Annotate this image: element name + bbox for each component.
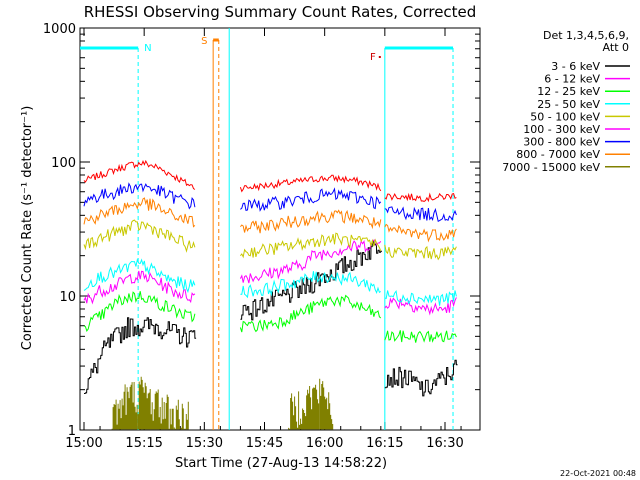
- series-line-300-800-kev-seg2: [240, 187, 382, 212]
- legend-label: 300 - 800 keV: [523, 136, 600, 149]
- x-axis-label: Start Time (27-Aug-13 14:58:22): [175, 456, 387, 471]
- series-line-800-7000-kev-seg1: [83, 197, 196, 228]
- x-tick-label: 16:00: [306, 436, 343, 451]
- x-tick-label: 15:45: [246, 436, 283, 451]
- series-line-top-seg1: [83, 159, 196, 190]
- x-tick-label: 16:15: [366, 436, 403, 451]
- y-tick-label: 1000: [43, 22, 76, 37]
- legend-label: 25 - 50 keV: [537, 98, 600, 111]
- series-line-300-800-kev-seg1: [83, 182, 196, 210]
- annotation-n: N: [144, 43, 151, 54]
- legend-label: 100 - 300 keV: [523, 123, 600, 136]
- footer-timestamp: 22-Oct-2021 00:48: [560, 469, 636, 478]
- y-tick-label: 100: [51, 156, 76, 171]
- series-line-7000-15000-kev-seg1: [111, 376, 189, 430]
- series-line-25-50-kev-seg1: [83, 258, 196, 294]
- legend-header: Det 1,3,4,5,6,9, Att 0: [543, 29, 629, 54]
- y-tick-label: 10: [59, 290, 76, 305]
- series-line-3-6-kev-seg3: [384, 359, 458, 397]
- x-tick-label: 15:00: [65, 436, 102, 451]
- plot-area: 15:00 15:15 15:30 15:45 16:00 16:15 16:30 1 10 10…: [43, 22, 481, 451]
- chart-title: RHESSI Observing Summary Count Rates, Co…: [84, 3, 477, 21]
- legend-label: 3 - 6 keV: [551, 60, 600, 73]
- legend-header-line-1: Det 1,3,4,5,6,9,: [543, 29, 629, 42]
- annotation-s: S: [201, 36, 207, 47]
- series-line-top-seg3: [384, 192, 457, 203]
- x-tick-label: 16:30: [426, 436, 463, 451]
- series-line-3-6-kev-seg1: [84, 317, 197, 394]
- x-tick-label: 15:15: [125, 436, 162, 451]
- legend-label: 800 - 7000 keV: [516, 148, 600, 161]
- series-line-6-12-kev-seg2: [239, 239, 382, 284]
- flare-marker: [378, 56, 381, 58]
- series-line-25-50-kev-seg2: [240, 271, 382, 299]
- series-line-top-seg2: [239, 174, 382, 193]
- legend-label: 12 - 25 keV: [537, 85, 600, 98]
- series-line-25-50-kev-seg3: [384, 289, 457, 306]
- series-line-800-7000-kev-seg3: [384, 223, 457, 243]
- plot-frame: [79, 27, 481, 431]
- legend-label: 6 - 12 keV: [544, 73, 600, 86]
- series-line-50-100-kev-seg3: [384, 244, 457, 261]
- legend-label: 7000 - 15000 keV: [502, 161, 600, 174]
- series-line-12-25-kev-seg2: [239, 294, 382, 333]
- y-tick-label: 1: [68, 424, 76, 439]
- series-line-6-12-kev-seg1: [83, 270, 196, 305]
- series-line-12-25-kev-seg3: [384, 330, 457, 343]
- series-line-50-100-kev-seg2: [240, 232, 382, 259]
- x-tick-label: 15:30: [186, 436, 223, 451]
- series-line-300-800-kev-seg3: [384, 206, 457, 223]
- series-line-800-7000-kev-seg2: [240, 209, 382, 234]
- series-line-50-100-kev-seg1: [83, 219, 196, 253]
- legend-label: 50 - 100 keV: [530, 110, 600, 123]
- legend-header-line-2: Att 0: [603, 41, 629, 54]
- annotation-f: F: [370, 52, 376, 63]
- series-line-12-25-kev-seg1: [83, 291, 196, 332]
- series-line-6-12-kev-seg3: [384, 297, 457, 316]
- series-line-7000-15000-kev-seg2: [288, 378, 334, 430]
- y-axis-label: Corrected Count Rate (s⁻¹ detector⁻¹): [20, 106, 35, 351]
